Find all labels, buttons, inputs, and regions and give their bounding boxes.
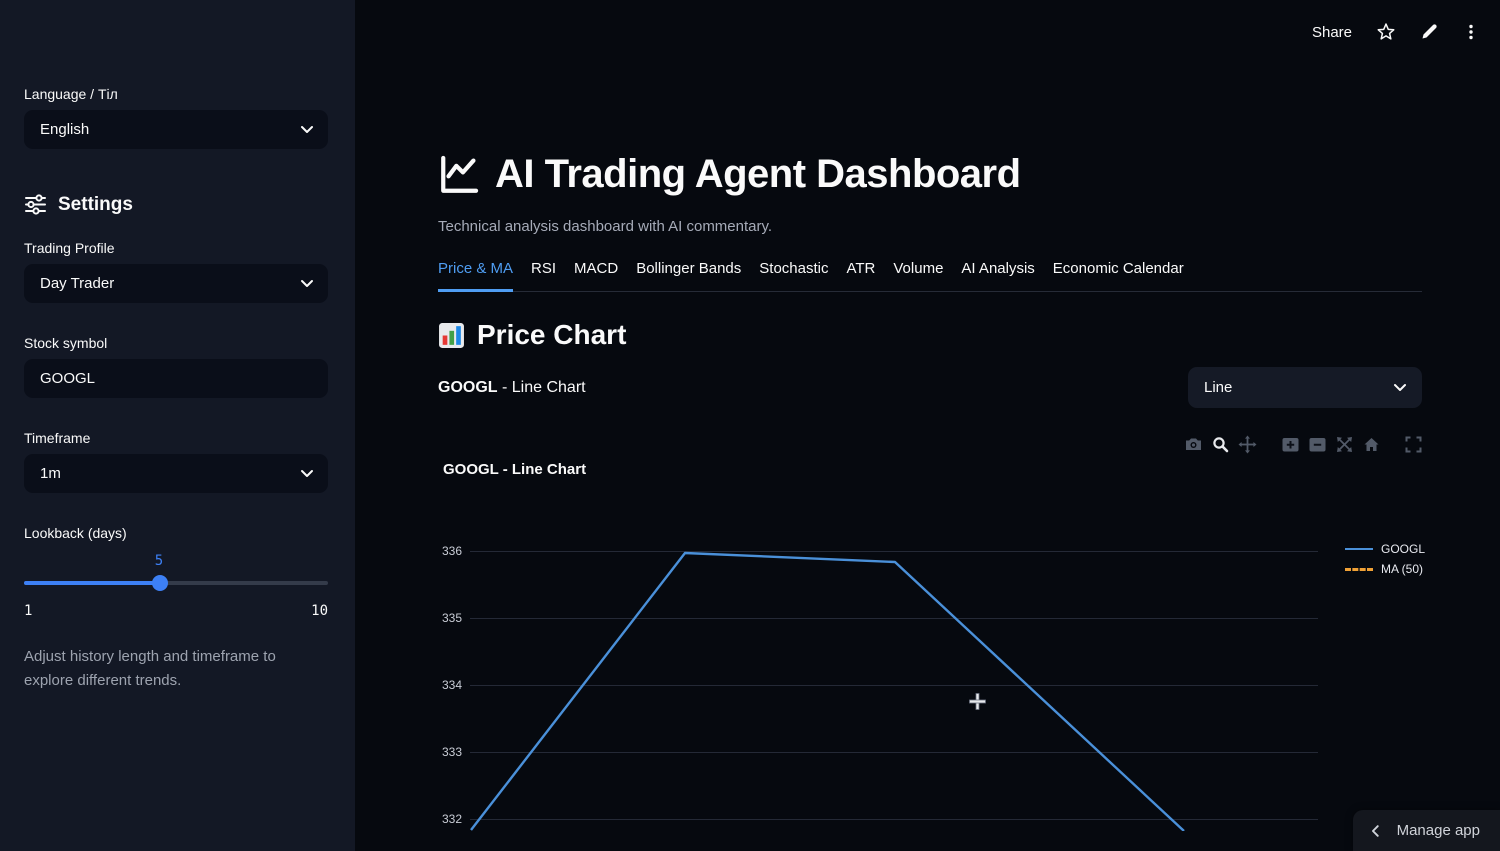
page-title-row: AI Trading Agent Dashboard [438,0,1422,197]
sliders-icon [24,193,47,216]
zoom-magnifier-icon[interactable] [1211,435,1230,454]
gridline [470,551,1318,552]
legend-label: MA (50) [1381,562,1424,576]
legend-line-sample [1345,548,1373,550]
slider-track[interactable] [24,581,328,585]
tab-volume[interactable]: Volume [893,260,944,277]
main-content: Share AI Trading Agent Dashboard Technic… [355,0,1500,851]
lookback-slider-value: 5 [154,553,164,569]
chevron-down-icon [1392,379,1408,399]
manage-app-button[interactable]: Manage app [1352,810,1500,851]
line-chart-icon [438,154,480,196]
tab-macd[interactable]: MACD [574,260,619,277]
y-tick-label: 332 [441,812,462,826]
share-button[interactable]: Share [1311,23,1352,41]
language-select[interactable]: English [24,110,328,149]
tab-price-ma[interactable]: Price & MA [438,260,514,292]
price-line [470,551,1185,831]
gridline [470,819,1318,820]
zoom-out-icon[interactable] [1308,435,1327,454]
timeframe-label: Timeframe [24,430,91,446]
slider-fill [24,581,161,585]
page-subtitle: Technical analysis dashboard with AI com… [438,218,773,235]
plotly-modebar [1184,435,1422,454]
tab-economic-calendar[interactable]: Economic Calendar [1052,260,1184,277]
plot-title: GOOGL - Line Chart [443,461,587,478]
chevron-left-icon [1369,824,1383,838]
gridline [470,618,1318,619]
chevron-down-icon [299,465,315,485]
settings-header: Settings [24,193,328,216]
tab-atr[interactable]: ATR [846,260,876,277]
stock-symbol-label: Stock symbol [24,335,108,351]
sidebar-caption: Adjust history length and timeframe to e… [24,648,276,689]
language-label: Language / Тіл [24,86,118,102]
gridline [470,685,1318,686]
app-toolbar: Share [1312,22,1480,42]
chart-controls-row: GOOGL - Line Chart Line [438,367,1422,408]
chart-caption-rest: - Line Chart [497,378,586,396]
settings-title: Settings [58,193,133,215]
trading-profile-select[interactable]: Day Trader [24,264,328,303]
tab-bar: Price & MA RSI MACD Bollinger Bands Stoc… [438,260,1422,292]
manage-app-label: Manage app [1396,822,1480,839]
kebab-menu-icon[interactable] [1462,23,1480,41]
chart-type-value: Line [1204,379,1233,396]
bar-chart-emoji-icon [438,322,465,349]
page-title: AI Trading Agent Dashboard [495,152,1021,196]
legend-item-ma50[interactable]: MA (50) [1345,559,1425,579]
stock-symbol-input[interactable]: GOOGL [24,359,328,398]
timeframe-select[interactable]: 1m [24,454,328,493]
chevron-down-icon [299,121,315,141]
legend-dashed-sample [1345,567,1373,571]
language-select-value: English [40,121,90,138]
y-tick-label: 333 [441,745,462,759]
star-icon[interactable] [1376,22,1396,42]
slider-thumb[interactable] [152,575,168,591]
stock-symbol-value: GOOGL [40,370,96,387]
chart-type-select[interactable]: Line [1188,367,1422,408]
y-tick-label: 336 [441,544,462,558]
trading-profile-value: Day Trader [40,275,115,292]
section-header: Price Chart [438,319,1422,351]
trading-profile-label: Trading Profile [24,240,115,256]
tab-bollinger-bands[interactable]: Bollinger Bands [636,260,742,277]
chevron-down-icon [299,275,315,295]
chart-legend: GOOGL MA (50) [1345,539,1425,579]
tab-ai-analysis[interactable]: AI Analysis [961,260,1035,277]
tab-rsi[interactable]: RSI [531,260,557,277]
legend-label: GOOGL [1381,542,1426,556]
fullscreen-icon[interactable] [1405,436,1422,453]
crosshair-cursor-icon [969,693,986,715]
autoscale-icon[interactable] [1335,435,1354,454]
gridline [470,752,1318,753]
chart-caption: GOOGL - Line Chart [438,379,586,397]
slider-min-label: 1 [24,603,33,619]
y-tick-label: 335 [441,611,462,625]
lookback-label: Lookback (days) [24,525,127,541]
lookback-slider[interactable]: 5 [24,553,328,601]
chart-caption-symbol: GOOGL [438,378,498,396]
timeframe-value: 1m [40,465,61,482]
legend-item-googl[interactable]: GOOGL [1345,539,1425,559]
plot-area[interactable] [470,537,1318,831]
zoom-in-icon[interactable] [1281,435,1300,454]
camera-icon[interactable] [1184,435,1203,454]
slider-minmax: 1 10 [24,603,328,619]
sidebar: Language / Тіл English Settings Trading … [0,0,355,851]
y-tick-label: 334 [441,678,462,692]
reset-home-icon[interactable] [1362,435,1381,454]
slider-max-label: 10 [311,603,328,619]
section-title: Price Chart [477,319,627,350]
tab-stochastic[interactable]: Stochastic [759,260,829,277]
pan-icon[interactable] [1238,435,1257,454]
price-chart: GOOGL - Line Chart 336 335 334 333 332 G… [438,435,1425,831]
pencil-icon[interactable] [1420,23,1438,41]
